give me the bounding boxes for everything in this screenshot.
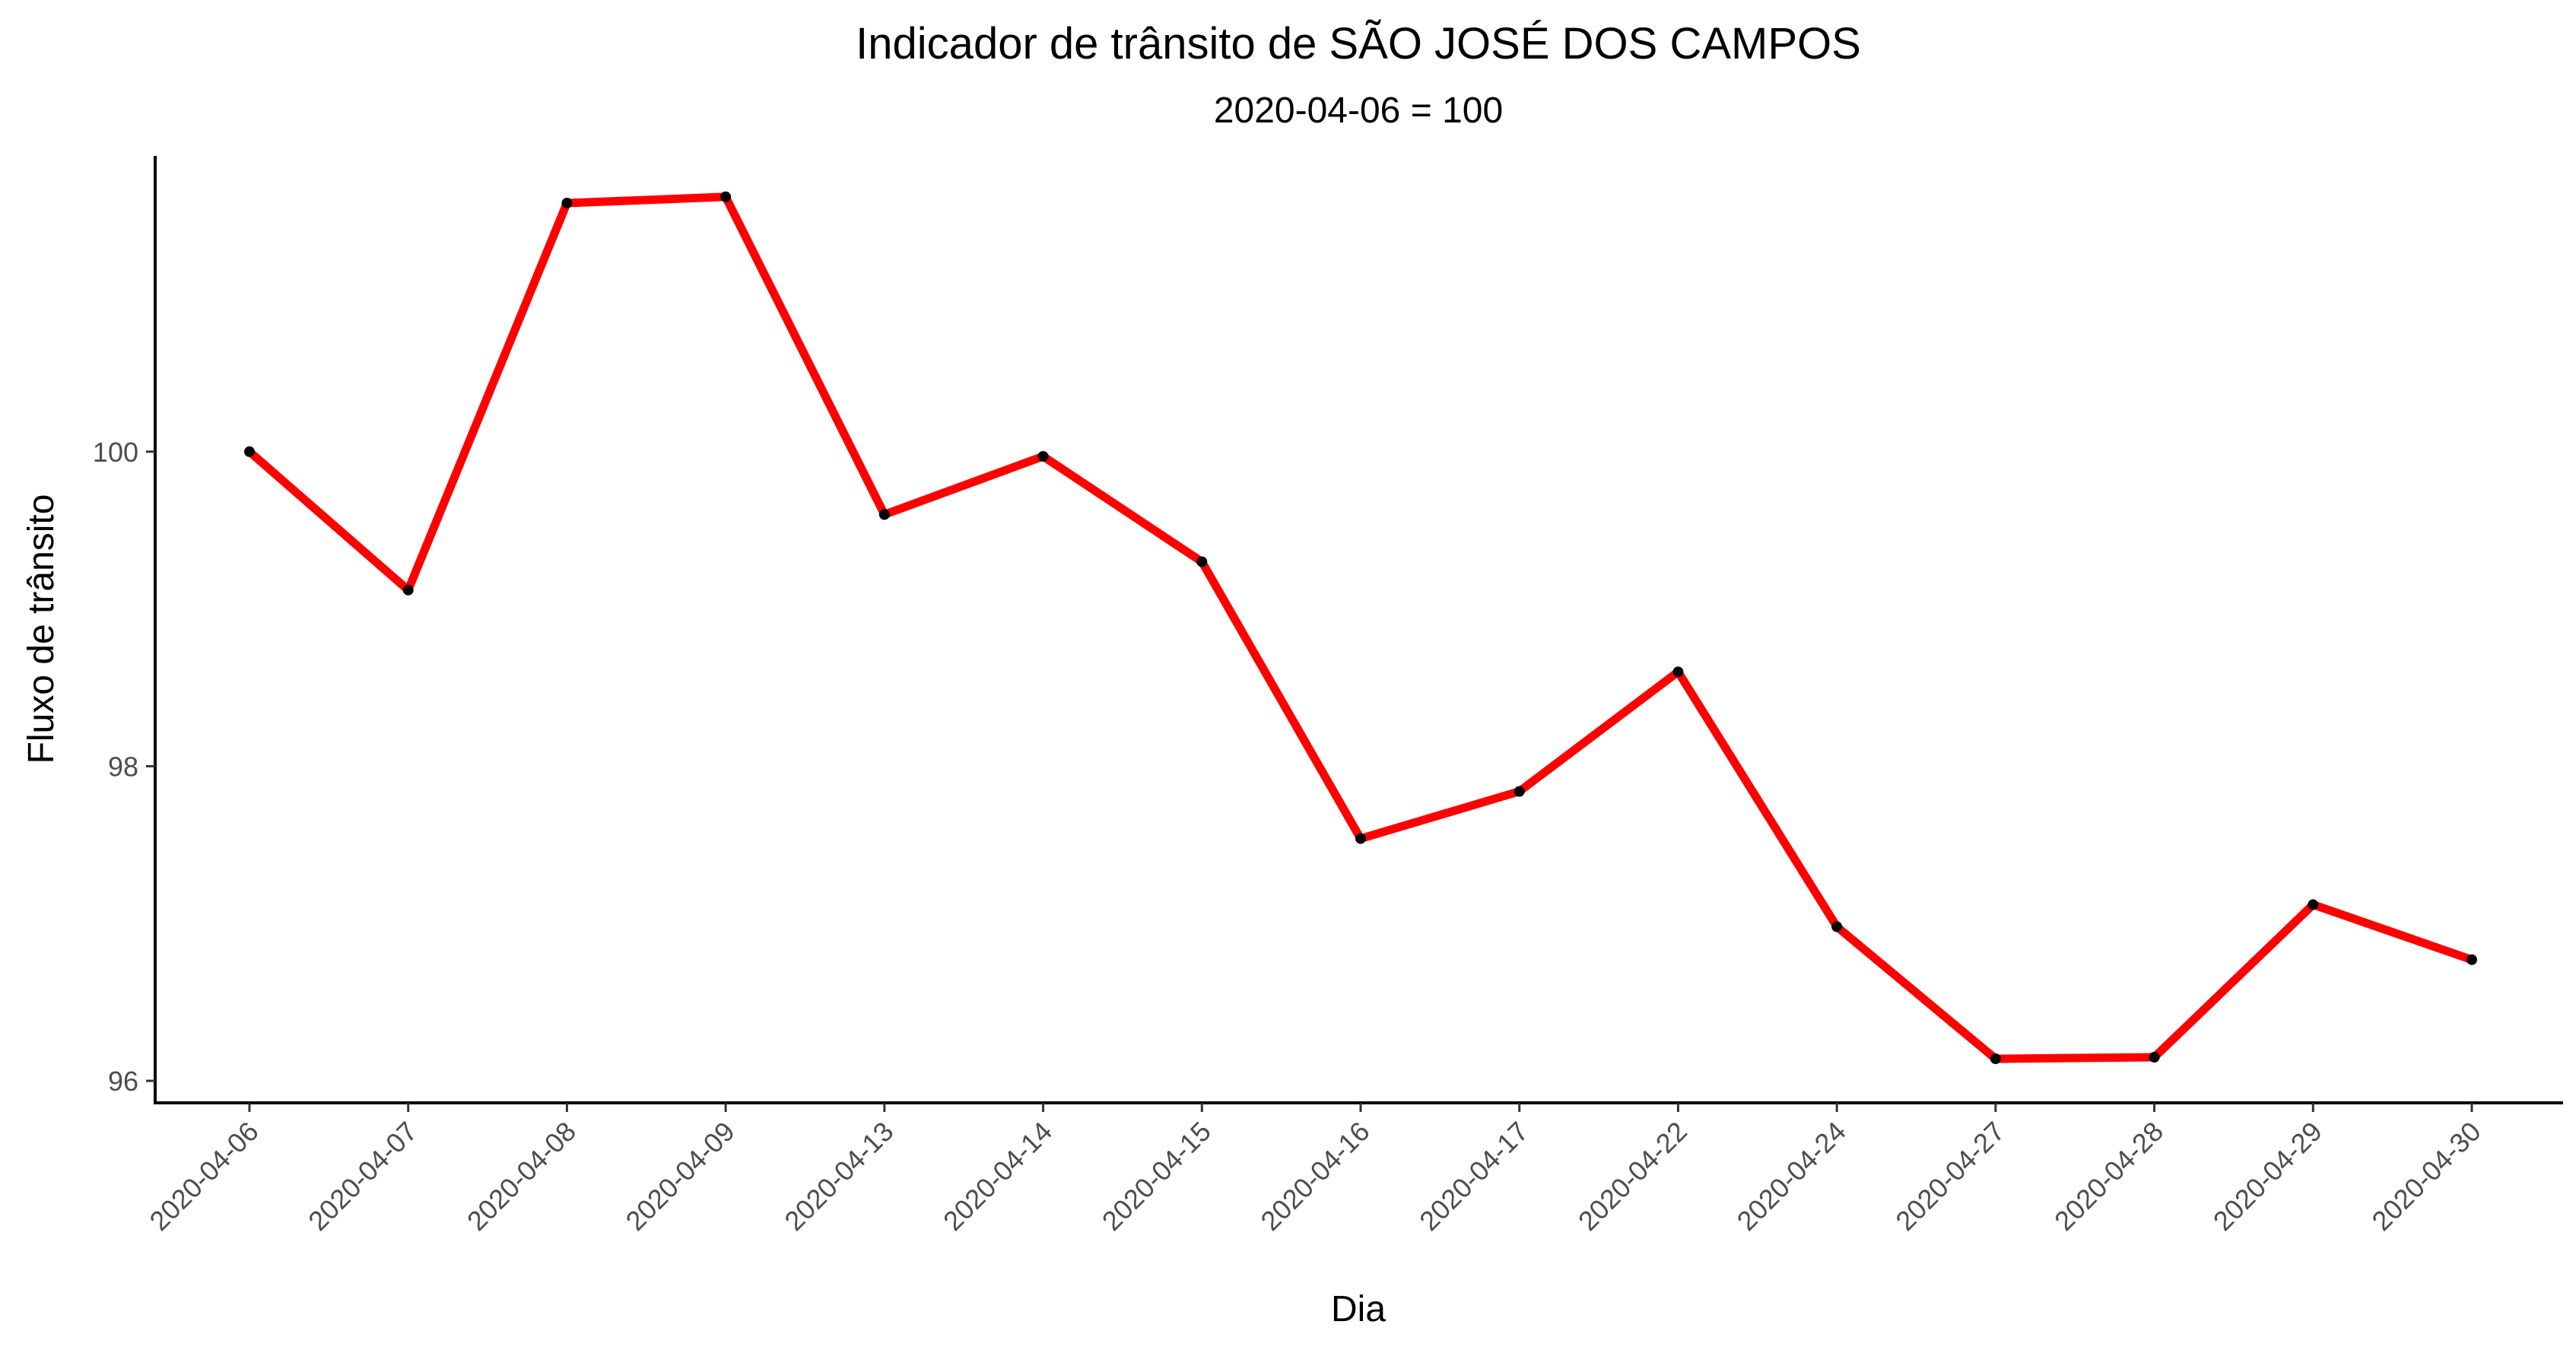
y-axis-ticks: 96 98 100	[93, 437, 155, 1097]
x-tick-label: 2020-04-09	[620, 1116, 741, 1237]
x-tick-label: 2020-04-16	[1254, 1116, 1375, 1237]
x-tick-label: 2020-04-22	[1572, 1116, 1693, 1237]
x-axis-title: Dia	[1331, 1289, 1386, 1330]
data-point	[879, 510, 890, 520]
x-tick-label: 2020-04-30	[2365, 1116, 2486, 1237]
data-point	[403, 585, 414, 596]
plot-area: 9698100 2020-04-062020-04-072020-04-0820…	[93, 156, 2563, 1237]
x-tick-label: 2020-04-24	[1731, 1116, 1852, 1237]
y-tick-label: 96	[108, 1066, 138, 1097]
x-tick-label: 2020-04-06	[143, 1116, 264, 1237]
chart-subtitle: 2020-04-06 = 100	[1214, 91, 1503, 131]
data-point	[1355, 834, 1366, 844]
x-tick-label: 2020-04-15	[1096, 1116, 1217, 1237]
y-tick-label: 98	[108, 751, 138, 782]
data-point	[561, 198, 572, 208]
series-layer	[244, 192, 2477, 1064]
data-point	[1831, 921, 1842, 932]
x-tick-label: 2020-04-07	[302, 1116, 423, 1237]
data-point	[1514, 786, 1525, 797]
chart-title: Indicador de trânsito de SÃO JOSÉ DOS CA…	[856, 19, 1861, 68]
data-point	[2466, 955, 2477, 965]
data-point	[1672, 666, 1683, 677]
x-tick-label: 2020-04-29	[2207, 1116, 2328, 1237]
data-point	[244, 446, 255, 457]
x-tick-label: 2020-04-17	[1413, 1116, 1534, 1237]
x-tick-label: 2020-04-27	[1889, 1116, 2010, 1237]
y-tick-label: 100	[93, 437, 138, 468]
data-point	[1038, 451, 1049, 462]
x-tick-label: 2020-04-14	[937, 1116, 1058, 1237]
y-axis-title: Fluxo de trânsito	[21, 494, 62, 764]
data-point	[2308, 899, 2318, 910]
x-axis-ticks: 2020-04-06 2020-04-07 2020-04-08 2020-04-09…	[143, 1103, 2486, 1237]
x-tick-label: 2020-04-13	[778, 1116, 899, 1237]
data-point	[1196, 557, 1207, 567]
x-tick-label: 2020-04-28	[2048, 1116, 2169, 1237]
series-line	[249, 197, 2472, 1059]
x-tick-label: 2020-04-08	[461, 1116, 582, 1237]
data-point	[720, 192, 731, 202]
data-point	[2149, 1052, 2160, 1063]
data-point	[1990, 1053, 2001, 1064]
